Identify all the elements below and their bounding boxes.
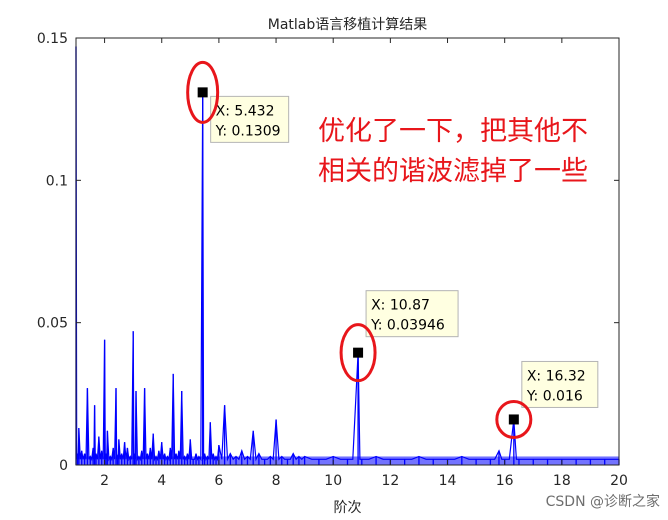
x-tick-label: 8 — [272, 473, 281, 489]
datatip-y-label: Y: 0.1309 — [215, 123, 281, 139]
y-tick-label: 0.05 — [37, 316, 68, 332]
tick-layer: 2 4 6 8 10 12 14 16 18 20 0 0.05 0.1 0.15 — [37, 31, 628, 489]
x-tick-label: 4 — [157, 473, 166, 489]
plot-frame — [75, 37, 620, 466]
y-tick-label: 0.15 — [37, 31, 68, 47]
datatip-box — [365, 290, 459, 338]
y-tick-label: 0 — [59, 458, 68, 474]
datatip-marker — [508, 414, 519, 425]
noise-floor — [76, 456, 619, 465]
watermark: CSDN @诊断之家 — [546, 493, 660, 510]
x-tick-label: 12 — [381, 473, 399, 489]
annotation-line: 相关的谐波滤掉了一些 — [318, 156, 588, 187]
series-layer — [75, 46, 620, 465]
y-tick-label: 0.1 — [46, 173, 68, 189]
x-tick-label: 16 — [496, 473, 514, 489]
x-tick-label: 20 — [610, 473, 628, 489]
x-tick-label: 6 — [214, 473, 223, 489]
datatip-y-label: Y: 0.016 — [526, 388, 583, 404]
x-tick-label: 14 — [439, 473, 457, 489]
x-tick-label: 18 — [553, 473, 571, 489]
datatip-layer: X: 5.432 Y: 0.1309 X: 10.87 Y: 0.03946 X: 16… — [186, 60, 599, 439]
chart-title: Matlab语言移植计算结果 — [268, 17, 428, 33]
datatip[interactable]: X: 16.32 Y: 0.016 — [495, 360, 599, 439]
datatip-y-label: Y: 0.03946 — [370, 318, 445, 334]
x-axis-label: 阶次 — [334, 500, 362, 516]
datatip-marker — [353, 347, 364, 358]
x-tick-label: 10 — [324, 473, 342, 489]
datatip-box — [521, 360, 599, 408]
x-tick-label: 2 — [100, 473, 109, 489]
highlight-ellipse — [339, 323, 377, 383]
datatip-x-label: X: 16.32 — [527, 368, 586, 384]
highlight-ellipse — [186, 60, 220, 124]
datatip[interactable]: X: 5.432 Y: 0.1309 — [186, 60, 290, 143]
datatip[interactable]: X: 10.87 Y: 0.03946 — [339, 290, 459, 383]
datatip-marker — [197, 87, 208, 98]
highlight-ellipse — [495, 399, 533, 439]
annotation-line: 优化了一下，把其他不 — [318, 116, 588, 147]
datatip-x-label: X: 5.432 — [216, 103, 275, 119]
datatip-x-label: X: 10.87 — [371, 298, 430, 314]
